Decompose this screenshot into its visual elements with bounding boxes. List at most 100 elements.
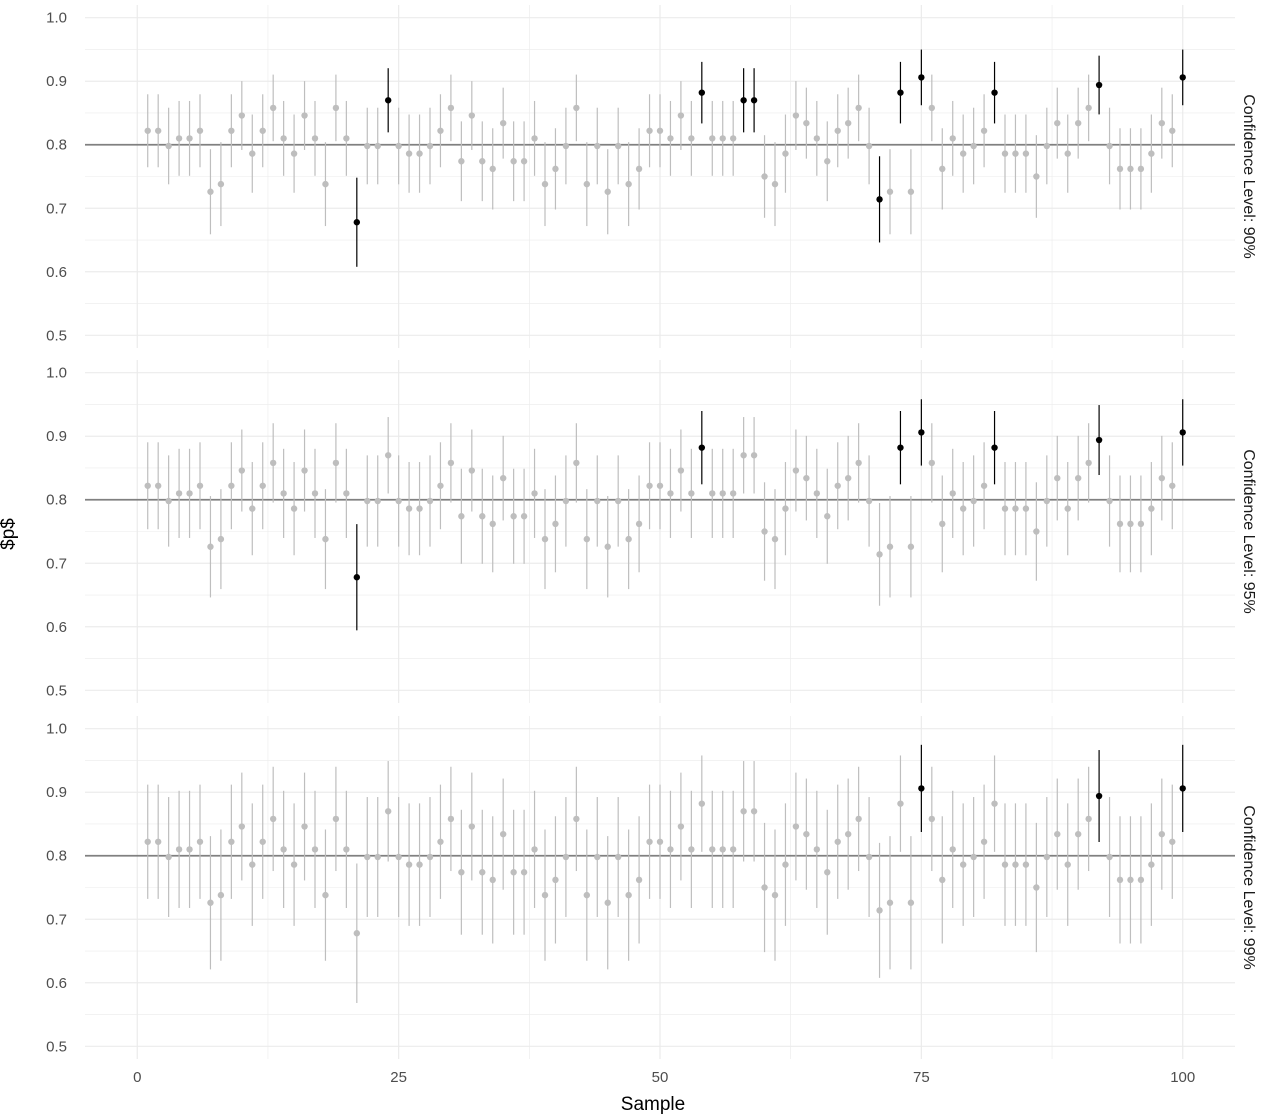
point-cover — [646, 838, 653, 845]
point-cover — [1074, 830, 1082, 838]
point-cover — [928, 104, 936, 112]
point-cover — [1169, 127, 1176, 134]
point-cover — [928, 815, 936, 823]
y-tick-label: 0.8 — [46, 492, 67, 509]
point-cover — [1148, 505, 1155, 512]
point-cover — [458, 513, 465, 520]
point-cover — [855, 104, 862, 112]
point-cover — [604, 188, 611, 195]
point-cover — [541, 535, 549, 543]
point-cover — [280, 135, 287, 142]
point-cover — [364, 142, 371, 150]
point-cover — [719, 135, 726, 142]
point-cover — [520, 869, 528, 876]
point-cover — [656, 838, 664, 845]
point-cover — [813, 135, 821, 142]
point-cover — [343, 490, 350, 497]
point-cover — [688, 135, 695, 142]
point-cover — [249, 861, 256, 868]
point-cover — [1043, 497, 1051, 505]
point-cover — [729, 490, 737, 497]
point-cover — [771, 891, 779, 899]
point-cover — [228, 838, 235, 845]
point-cover — [447, 459, 455, 467]
point-cover — [499, 830, 507, 838]
point-cover — [228, 482, 235, 489]
facet-panel: 0.5 0.6 0.7 0.8 0.9 1.0 Confidence Level: 95% — [46, 360, 1257, 703]
point-cover — [750, 452, 758, 459]
point-cover — [573, 104, 580, 112]
point-cover — [364, 497, 371, 505]
point-cover — [552, 165, 559, 173]
point-cover — [980, 838, 988, 845]
point-cover — [583, 535, 591, 543]
point-cover — [238, 823, 246, 830]
point-miss — [698, 444, 706, 451]
point-cover — [865, 497, 873, 505]
point-cover — [364, 853, 371, 861]
point-cover — [562, 142, 570, 150]
point-cover — [792, 112, 800, 119]
point-miss — [1179, 74, 1186, 81]
point-cover — [876, 907, 883, 914]
point-cover — [677, 467, 685, 474]
point-cover — [803, 119, 810, 127]
facet-strip-label: Confidence Level: 99% — [1240, 805, 1257, 970]
point-cover — [207, 899, 214, 906]
point-cover — [562, 853, 570, 861]
point-cover — [594, 853, 601, 861]
point-cover — [667, 846, 674, 853]
point-miss — [876, 196, 883, 203]
point-miss — [1179, 785, 1186, 792]
point-cover — [447, 815, 455, 823]
point-cover — [844, 474, 852, 482]
point-cover — [1148, 861, 1155, 868]
point-cover — [269, 459, 277, 467]
point-cover — [719, 846, 726, 853]
point-cover — [803, 474, 810, 482]
point-cover — [855, 815, 862, 823]
y-tick-label: 0.5 — [46, 327, 67, 344]
point-miss — [897, 444, 904, 451]
point-cover — [374, 142, 381, 150]
point-cover — [1022, 505, 1030, 512]
point-cover — [269, 104, 277, 112]
point-cover — [144, 838, 151, 845]
point-cover — [1064, 861, 1071, 868]
point-cover — [729, 846, 737, 853]
point-cover — [1064, 505, 1071, 512]
point-cover — [322, 891, 329, 899]
point-cover — [395, 853, 402, 861]
y-tick-label: 1.0 — [46, 10, 67, 27]
point-miss — [353, 219, 361, 226]
point-cover — [709, 846, 716, 853]
point-cover — [855, 459, 862, 467]
point-cover — [217, 180, 225, 188]
point-cover — [311, 846, 319, 853]
point-cover — [1127, 876, 1134, 884]
point-cover — [959, 861, 967, 868]
point-miss — [1095, 81, 1103, 89]
y-tick-label: 0.8 — [46, 848, 67, 865]
point-cover — [437, 838, 444, 845]
point-miss — [918, 785, 925, 792]
point-cover — [792, 823, 800, 830]
point-cover — [604, 899, 611, 906]
point-cover — [259, 838, 266, 845]
point-miss — [384, 97, 392, 104]
point-cover — [405, 505, 413, 512]
point-cover — [939, 165, 946, 173]
point-cover — [1022, 861, 1030, 868]
y-tick-label: 0.5 — [46, 682, 67, 699]
point-cover — [939, 876, 946, 884]
point-cover — [238, 112, 246, 119]
point-cover — [249, 505, 256, 512]
point-miss — [1095, 436, 1103, 444]
point-miss — [897, 89, 904, 96]
point-cover — [980, 482, 988, 489]
point-cover — [761, 173, 768, 180]
point-cover — [959, 505, 967, 512]
point-cover — [1137, 165, 1145, 173]
y-tick-label: 0.9 — [46, 428, 67, 445]
facet-panel: 0.5 0.6 0.7 0.8 0.9 1.0 Confidence Level: 99% — [46, 716, 1257, 1059]
